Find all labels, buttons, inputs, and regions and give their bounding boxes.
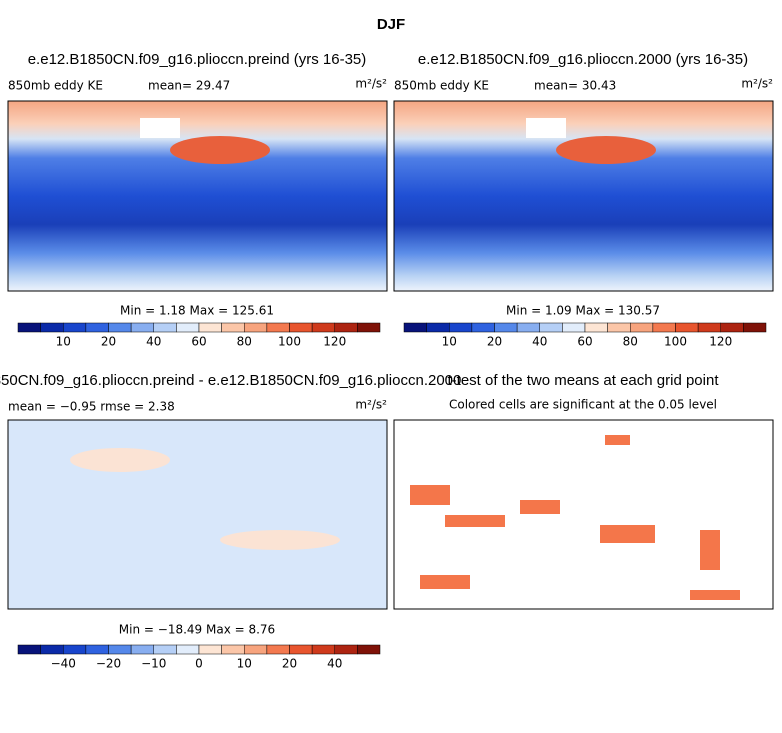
- colorbar-cell: [516, 322, 540, 333]
- colorbar-label: −20: [96, 657, 121, 671]
- colorbar-label: 40: [146, 335, 161, 349]
- colorbar-cell: [198, 322, 222, 333]
- colorbar-cell: [334, 644, 358, 655]
- colorbar-label: 10: [442, 335, 457, 349]
- colorbar-cell: [720, 322, 744, 333]
- colorbar-cell: [153, 644, 177, 655]
- colorbar-cell: [63, 322, 87, 333]
- colorbar-cell: [357, 322, 381, 333]
- colorbar-label: 80: [623, 335, 638, 349]
- panel-stats: Min = −18.49 Max = 8.76: [119, 623, 275, 637]
- colorbar-cell: [311, 322, 335, 333]
- colorbar-cell: [697, 322, 721, 333]
- colorbar-label: 20: [282, 657, 297, 671]
- colorbar-cell: [108, 644, 132, 655]
- colorbar-cell: [198, 644, 222, 655]
- colorbar-label: 100: [278, 335, 301, 349]
- panel-units: m²/s²: [355, 77, 387, 91]
- colorbar-cell: [630, 322, 654, 333]
- colorbar-label: −40: [51, 657, 76, 671]
- colorbar-cell: [244, 644, 268, 655]
- panel-mean: mean= 29.47: [148, 79, 230, 93]
- colorbar-label: 100: [664, 335, 687, 349]
- figure-title: DJF: [377, 16, 405, 33]
- colorbar-cell: [40, 322, 64, 333]
- colorbar-cell: [311, 644, 335, 655]
- colorbar-cell: [221, 322, 245, 333]
- colorbar-cell: [289, 322, 313, 333]
- colorbar-cell: [17, 322, 41, 333]
- colorbar-cell: [426, 322, 450, 333]
- colorbar-cell: [63, 644, 87, 655]
- colorbar-label: 20: [101, 335, 116, 349]
- panel-title: e.e12.B1850CN.f09_g16.plioccn.preind - e…: [0, 372, 461, 389]
- colorbar-cell: [403, 322, 427, 333]
- colorbar-cell: [562, 322, 586, 333]
- colorbar-cell: [743, 322, 767, 333]
- colorbar-cell: [176, 644, 200, 655]
- colorbar-label: 20: [487, 335, 502, 349]
- panel-title: e.e12.B1850CN.f09_g16.plioccn.2000 (yrs …: [418, 51, 748, 68]
- colorbar-cell: [357, 644, 381, 655]
- colorbar-cell: [108, 322, 132, 333]
- colorbar-cell: [652, 322, 676, 333]
- panel-units: m²/s²: [741, 77, 773, 91]
- panel-label: mean = −0.95 rmse = 2.38: [8, 400, 175, 414]
- panel-title: t-test of the two means at each grid poi…: [448, 372, 720, 389]
- colorbar-label: 40: [532, 335, 547, 349]
- colorbar-label: 60: [577, 335, 592, 349]
- colorbar-cell: [176, 322, 200, 333]
- colorbar-cell: [289, 644, 313, 655]
- panel-stats: Min = 1.09 Max = 130.57: [506, 304, 660, 318]
- colorbar-label: 60: [191, 335, 206, 349]
- colorbar-label: 80: [237, 335, 252, 349]
- colorbar-cell: [153, 322, 177, 333]
- panel-label: 850mb eddy KE: [394, 79, 489, 93]
- colorbar-cell: [471, 322, 495, 333]
- panel-stats: Min = 1.18 Max = 125.61: [120, 304, 274, 318]
- colorbar-cell: [130, 322, 154, 333]
- map-2: [393, 100, 774, 292]
- colorbar-label: 40: [327, 657, 342, 671]
- colorbar-label: 0: [195, 657, 203, 671]
- panel-mean: mean= 30.43: [534, 79, 616, 93]
- colorbar-label: 10: [237, 657, 252, 671]
- colorbar-label: −10: [141, 657, 166, 671]
- colorbar-cell: [85, 322, 109, 333]
- colorbar-label: 120: [709, 335, 732, 349]
- colorbar-cell: [266, 644, 290, 655]
- colorbar-cell: [607, 322, 631, 333]
- colorbar-label: 120: [323, 335, 346, 349]
- map-1: [7, 100, 388, 292]
- panel-title: e.e12.B1850CN.f09_g16.plioccn.preind (yr…: [28, 51, 367, 68]
- colorbar-cell: [244, 322, 268, 333]
- colorbar-cell: [675, 322, 699, 333]
- colorbar-cell: [494, 322, 518, 333]
- colorbar-cell: [221, 644, 245, 655]
- panel-label: 850mb eddy KE: [8, 79, 103, 93]
- colorbar-cell: [266, 322, 290, 333]
- map-3: [7, 419, 388, 610]
- panel-note: Colored cells are significant at the 0.0…: [449, 398, 717, 412]
- colorbar-cell: [85, 644, 109, 655]
- colorbar-cell: [130, 644, 154, 655]
- colorbar-cell: [449, 322, 473, 333]
- colorbar-cell: [40, 644, 64, 655]
- colorbar-cell: [17, 644, 41, 655]
- colorbar-cell: [334, 322, 358, 333]
- colorbar-label: 10: [56, 335, 71, 349]
- colorbar-cell: [539, 322, 563, 333]
- panel-units: m²/s²: [355, 398, 387, 412]
- colorbar-cell: [584, 322, 608, 333]
- map-4: [393, 419, 774, 610]
